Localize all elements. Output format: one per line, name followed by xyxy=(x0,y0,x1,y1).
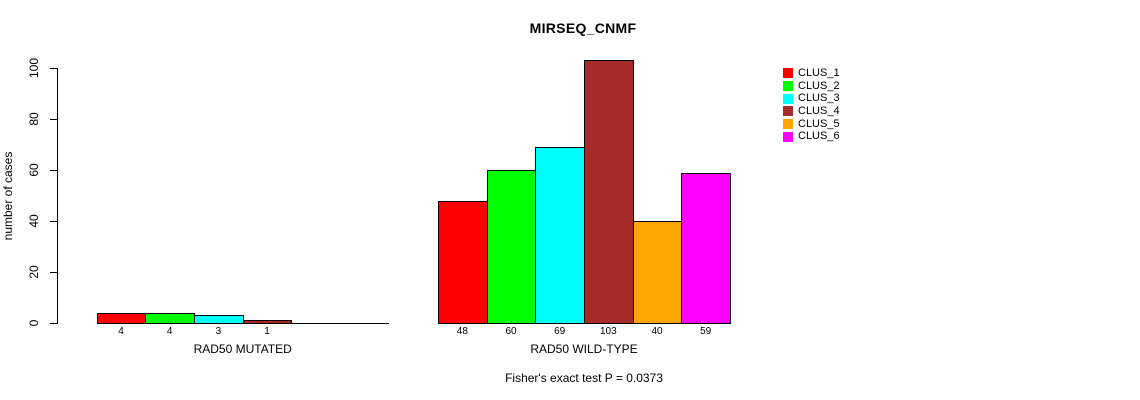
legend-label: CLUS_2 xyxy=(798,79,840,92)
y-tick-label: 80 xyxy=(27,112,41,126)
legend-item: CLUS_4 xyxy=(783,105,840,118)
y-tick-label: 20 xyxy=(27,265,41,279)
legend-item: CLUS_2 xyxy=(783,80,840,93)
y-axis-line xyxy=(57,68,58,324)
fisher-test-subtitle: Fisher's exact test P = 0.0373 xyxy=(505,371,663,385)
legend-label: CLUS_6 xyxy=(798,130,840,143)
legend-label: CLUS_3 xyxy=(798,92,840,105)
legend-label: CLUS_1 xyxy=(798,66,840,79)
legend-item: CLUS_3 xyxy=(783,92,840,105)
bar-value-label: 40 xyxy=(651,326,663,337)
bar-clus_6 xyxy=(681,172,731,324)
legend-swatch-clus_3 xyxy=(783,93,793,104)
bar-clus_2 xyxy=(145,312,196,324)
y-tick-label: 0 xyxy=(27,319,41,327)
y-axis-tick xyxy=(50,272,57,273)
legend-swatch-clus_4 xyxy=(783,106,793,117)
bar-clus_2 xyxy=(486,170,537,324)
bar-value-label: 103 xyxy=(599,326,617,337)
bar-value-label: 48 xyxy=(456,326,468,337)
bar-value-label: 69 xyxy=(554,326,566,337)
x-axis-group-label: RAD50 MUTATED xyxy=(193,342,292,356)
bar-value-label: 59 xyxy=(700,326,712,337)
bar-value-label: 4 xyxy=(118,326,124,337)
bar-clus_4 xyxy=(584,60,634,324)
bar-clus_3 xyxy=(194,315,244,324)
y-axis-tick xyxy=(50,170,57,171)
bar-clus_3 xyxy=(535,147,585,324)
legend: CLUS_1 CLUS_2 CLUS_3 CLUS_4 CLUS_5 CLUS_6 xyxy=(783,67,840,143)
legend-swatch-clus_6 xyxy=(783,131,793,142)
bar-clus_1 xyxy=(438,200,488,324)
y-tick-label: 60 xyxy=(27,163,41,177)
legend-swatch-clus_5 xyxy=(783,119,793,130)
y-axis-tick xyxy=(50,68,57,69)
chart-title: MIRSEQ_CNMF xyxy=(529,20,637,36)
legend-item: CLUS_1 xyxy=(783,67,840,80)
bar-clus_5 xyxy=(632,221,683,324)
bar-value-label: 60 xyxy=(505,326,517,337)
y-axis-tick xyxy=(50,221,57,222)
y-axis-tick xyxy=(50,119,57,120)
y-axis-label: number of cases xyxy=(1,151,15,241)
x-axis-group-label: RAD50 WILD-TYPE xyxy=(530,342,638,356)
bar-clus_1 xyxy=(96,312,147,324)
y-tick-label: 40 xyxy=(27,214,41,228)
bar-value-label: 4 xyxy=(166,326,173,337)
legend-item: CLUS_6 xyxy=(783,130,840,143)
legend-label: CLUS_4 xyxy=(798,104,840,117)
bar-clus_4 xyxy=(242,320,293,324)
bar-value-label: 3 xyxy=(215,326,222,337)
y-axis-tick xyxy=(50,323,57,324)
legend-label: CLUS_5 xyxy=(798,117,840,130)
legend-swatch-clus_1 xyxy=(783,68,793,79)
legend-swatch-clus_2 xyxy=(783,81,793,92)
legend-item: CLUS_5 xyxy=(783,118,840,131)
y-tick-label: 100 xyxy=(27,57,41,79)
bar-value-label: 1 xyxy=(264,326,270,337)
